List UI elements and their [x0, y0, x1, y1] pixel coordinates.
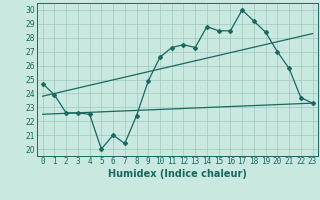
X-axis label: Humidex (Indice chaleur): Humidex (Indice chaleur)	[108, 169, 247, 179]
